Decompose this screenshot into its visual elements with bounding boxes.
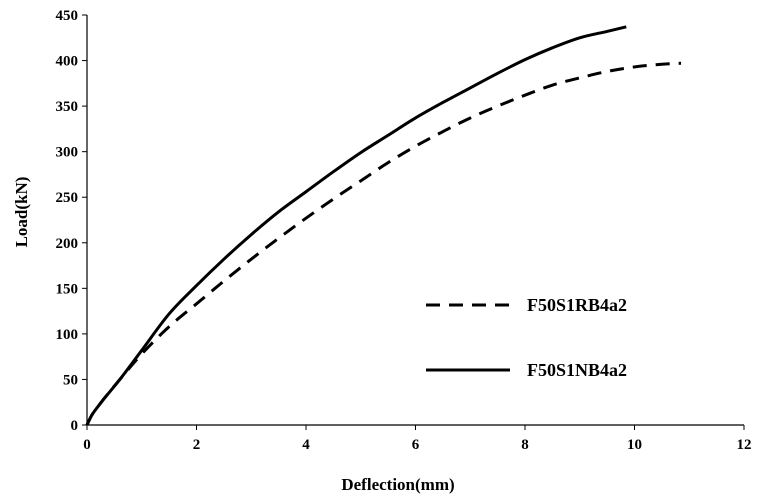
x-tick-label: 0 [83, 437, 91, 453]
legend-label-f50s1nb4a2: F50S1NB4a2 [527, 360, 627, 380]
y-tick-label: 50 [63, 372, 78, 388]
x-tick-label: 8 [521, 437, 529, 453]
series-layer [85, 25, 682, 426]
y-tick-label: 400 [56, 54, 79, 70]
axes [86, 15, 744, 426]
x-tick-label: 4 [302, 437, 310, 453]
ticks: 0 2 4 6 8 10 12 0 50 100 150 200 250 300 350 400 450 [56, 8, 752, 453]
x-tick-label: 2 [193, 437, 201, 453]
y-tick-label: 300 [56, 145, 79, 161]
x-tick-label: 12 [737, 437, 752, 453]
series-line-f50s1nb4a2 [85, 25, 627, 426]
x-axis-title: Deflection(mm) [341, 475, 454, 494]
series-line-f50s1rb4a2 [85, 61, 682, 426]
y-tick-label: 200 [56, 236, 79, 252]
x-tick-label: 10 [627, 437, 642, 453]
y-tick-label: 0 [71, 418, 79, 434]
legend: F50S1RB4a2 F50S1NB4a2 [426, 295, 627, 380]
y-tick-label: 350 [56, 99, 79, 115]
y-tick-label: 250 [56, 190, 79, 206]
y-tick-label: 100 [56, 327, 79, 343]
y-tick-label: 150 [56, 281, 79, 297]
y-axis-title: Load(kN) [12, 177, 31, 248]
x-tick-label: 6 [412, 437, 420, 453]
legend-label-f50s1rb4a2: F50S1RB4a2 [527, 295, 627, 315]
y-tick-label: 450 [56, 8, 79, 24]
